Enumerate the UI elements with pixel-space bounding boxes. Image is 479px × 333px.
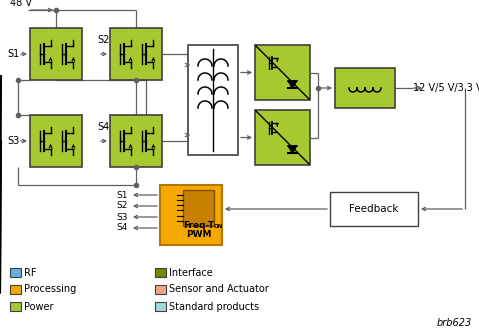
Text: S3: S3: [7, 136, 19, 146]
Text: Processing: Processing: [24, 284, 76, 294]
Text: S3: S3: [116, 212, 128, 221]
Text: Standard products: Standard products: [169, 301, 259, 311]
Bar: [183, 190, 214, 226]
Polygon shape: [288, 81, 297, 88]
Text: Freq-T: Freq-T: [183, 221, 214, 230]
Text: Interface: Interface: [169, 267, 213, 277]
Bar: [155, 302, 166, 311]
Text: Power: Power: [24, 301, 54, 311]
Bar: [255, 110, 310, 165]
Text: S1: S1: [116, 190, 128, 199]
Text: S2: S2: [116, 201, 128, 210]
Text: S4: S4: [97, 122, 109, 132]
Bar: [155, 285, 166, 294]
Text: S4: S4: [116, 223, 128, 232]
Bar: [110, 28, 162, 80]
Text: Sensor and Actuator: Sensor and Actuator: [169, 284, 269, 294]
Bar: [30, 28, 82, 80]
Bar: [255, 45, 310, 100]
Bar: [10, 285, 21, 294]
Bar: [330, 192, 418, 226]
Polygon shape: [288, 146, 297, 153]
Text: S1: S1: [7, 49, 19, 59]
Bar: [10, 302, 21, 311]
Text: brb623: brb623: [437, 318, 472, 328]
Text: ON: ON: [214, 224, 223, 229]
Text: 48 V: 48 V: [10, 0, 32, 8]
Text: RF: RF: [24, 267, 36, 277]
Bar: [335, 68, 395, 108]
Bar: [155, 268, 166, 277]
Bar: [30, 115, 82, 167]
Bar: [110, 115, 162, 167]
Bar: [188, 45, 238, 155]
Text: S2: S2: [97, 35, 109, 45]
Text: Feedback: Feedback: [349, 204, 399, 214]
Bar: [160, 185, 222, 245]
Bar: [10, 268, 21, 277]
Text: 12 V/5 V/3.3 V: 12 V/5 V/3.3 V: [413, 83, 479, 93]
Text: PWM: PWM: [186, 230, 211, 239]
